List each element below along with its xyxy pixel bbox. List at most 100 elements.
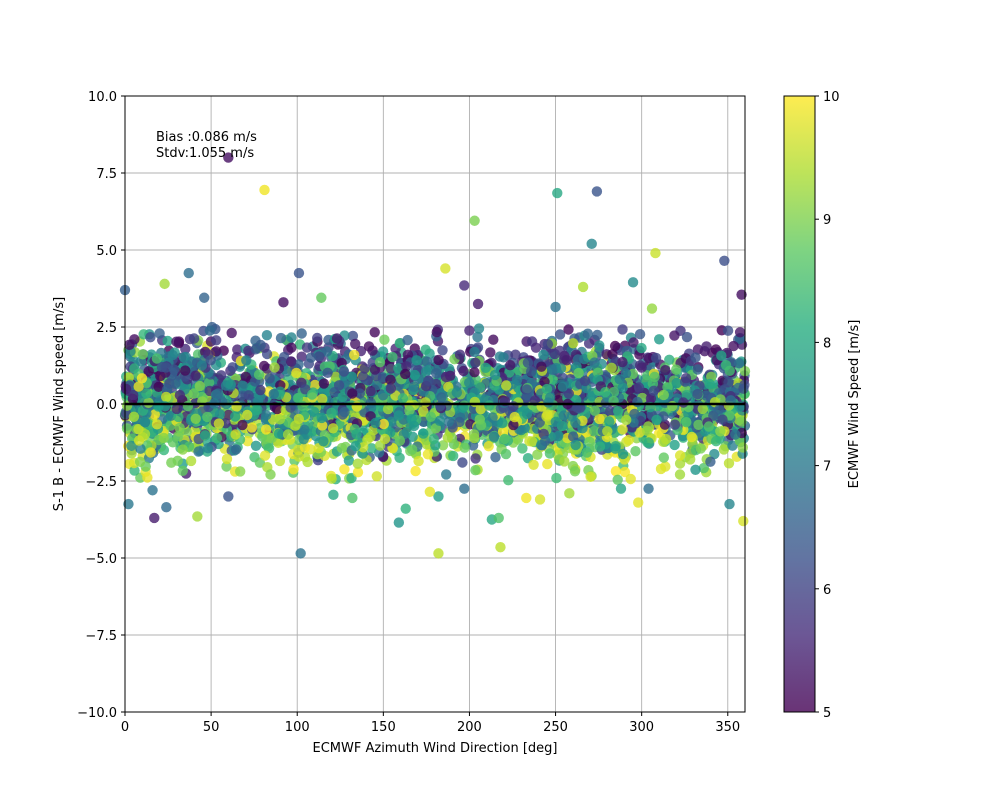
scatter-point (521, 408, 533, 420)
scatter-point (318, 436, 329, 447)
scatter-point (278, 297, 289, 308)
scatter-point (695, 443, 706, 454)
scatter-point (443, 416, 454, 427)
scatter-point (177, 465, 188, 476)
scatter-point (437, 345, 448, 356)
scatter-point (346, 371, 358, 382)
scatter-point (623, 434, 634, 446)
scatter-point (393, 410, 404, 421)
scatter-point (129, 363, 140, 374)
scatter-point (480, 362, 491, 373)
scatter-point (382, 403, 394, 415)
scatter-point (275, 332, 287, 344)
scatter-point (385, 383, 397, 394)
scatter-point (137, 349, 148, 360)
scatter-point (703, 421, 715, 432)
x-axis-label: ECMWF Azimuth Wind Direction [deg] (313, 741, 558, 756)
scatter-point (716, 350, 727, 361)
scatter-point (394, 338, 405, 349)
scatter-point (658, 452, 669, 463)
scatter-point (497, 417, 508, 429)
scatter-point (674, 469, 686, 480)
scatter-point (274, 414, 286, 425)
scatter-point (268, 388, 279, 400)
scatter-point (308, 406, 320, 417)
scatter-point (525, 366, 537, 377)
colorbar-tick-label: 5 (823, 706, 831, 721)
scatter-point (286, 356, 297, 367)
scatter-points (119, 152, 751, 559)
scatter-point (628, 337, 639, 348)
scatter-point (242, 409, 253, 421)
scatter-point (147, 485, 158, 496)
scatter-point (501, 380, 512, 391)
scatter-point (669, 419, 681, 430)
scatter-point (671, 377, 682, 389)
scatter-point (421, 356, 432, 367)
y-tick-label: 2.5 (96, 321, 117, 336)
scatter-point (654, 334, 665, 345)
scatter-point (151, 419, 163, 430)
scatter-point (350, 338, 361, 350)
scatter-point (339, 464, 350, 475)
scatter-point (493, 512, 504, 524)
scatter-point (154, 328, 165, 339)
scatter-point (428, 433, 439, 445)
scatter-point (177, 444, 188, 455)
scatter-point (227, 362, 238, 373)
scatter-point (216, 370, 227, 381)
scatter-point (433, 354, 444, 366)
scatter-point (517, 443, 528, 454)
scatter-point (563, 388, 574, 399)
scatter-point (730, 429, 741, 440)
scatter-point (674, 450, 686, 461)
scatter-point (281, 366, 292, 377)
scatter-point (458, 365, 469, 377)
scatter-point (495, 542, 506, 553)
scatter-point (230, 429, 241, 440)
scatter-point (704, 378, 715, 390)
y-tick-label: −10.0 (77, 706, 117, 721)
scatter-point (690, 464, 701, 475)
scatter-point (223, 491, 234, 502)
scatter-point (387, 351, 398, 363)
scatter-point (723, 458, 735, 469)
scatter-point (469, 367, 480, 378)
scatter-point (259, 184, 270, 196)
scatter-point (379, 433, 391, 445)
scatter-point (509, 411, 520, 423)
scatter-point (362, 434, 373, 445)
scatter-point (442, 432, 453, 443)
scatter-point (508, 419, 519, 431)
scatter-point (542, 458, 553, 470)
y-tick-label: −7.5 (85, 629, 117, 644)
scatter-point (226, 327, 237, 339)
scatter-point (259, 450, 271, 461)
scatter-point (681, 331, 693, 343)
scatter-point (714, 404, 725, 415)
scatter-point (350, 440, 361, 452)
scatter-point (582, 328, 593, 339)
scatter-point (630, 446, 641, 457)
scatter-point (123, 498, 134, 510)
colorbar (783, 95, 816, 713)
y-axis-ticks: −10.0 −7.5 −5.0 −2.5 0.0 2.5 5.0 7.5 10.0 (77, 90, 125, 721)
scatter-point (472, 331, 483, 343)
scatter-point (369, 364, 381, 375)
scatter-point (253, 369, 265, 380)
scatter-point (589, 405, 601, 416)
scatter-point (437, 440, 449, 451)
scatter-point (322, 367, 333, 378)
scatter-point (167, 437, 179, 448)
scatter-point (161, 391, 172, 403)
scatter-point (686, 431, 697, 443)
scatter-point (374, 357, 386, 368)
scatter-point (196, 360, 208, 371)
scatter-point (269, 362, 280, 373)
scatter-point (469, 215, 480, 226)
scatter-point (293, 267, 305, 279)
scatter-point (385, 374, 396, 385)
scatter-point (436, 392, 447, 403)
scatter-point (499, 433, 510, 445)
